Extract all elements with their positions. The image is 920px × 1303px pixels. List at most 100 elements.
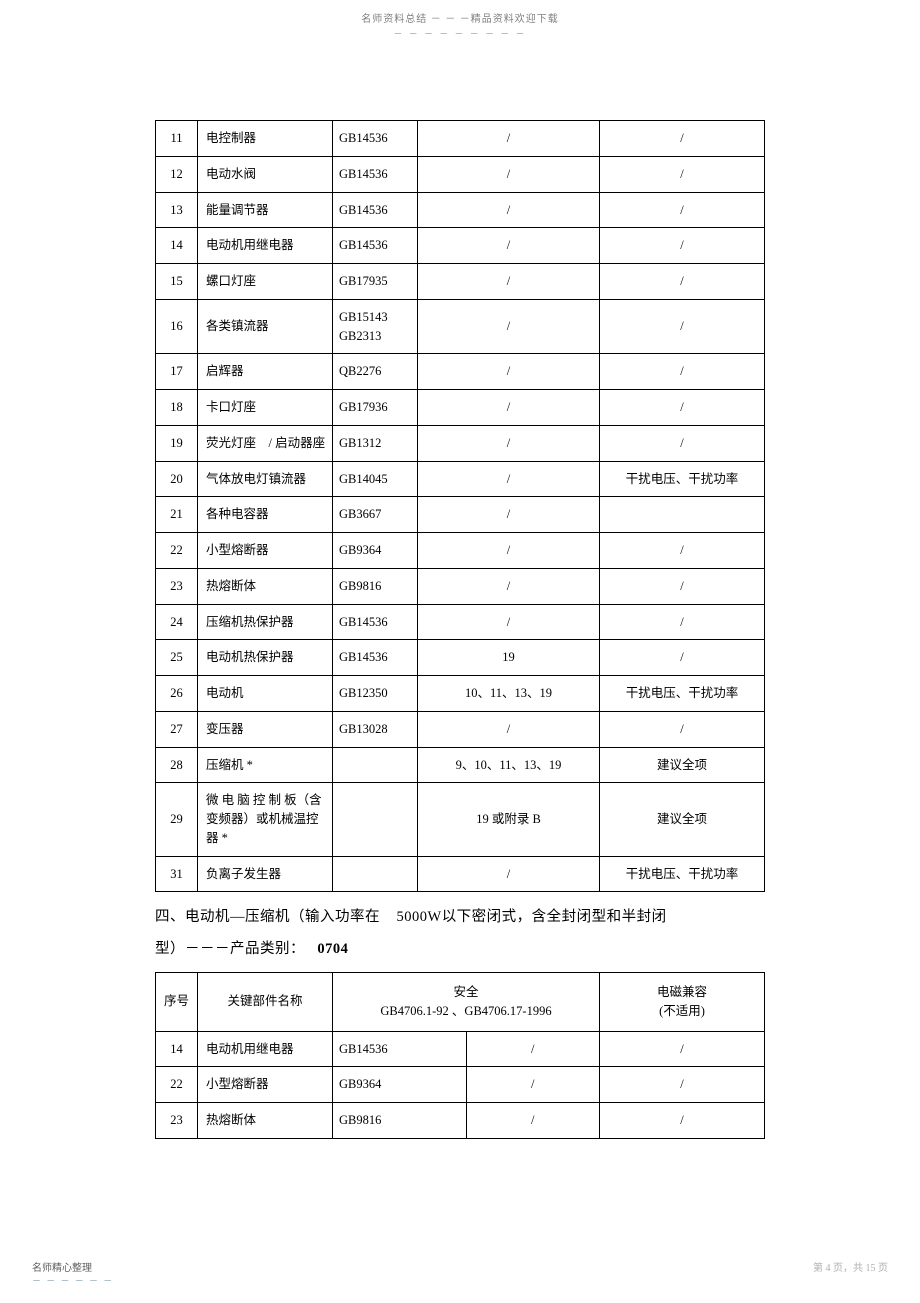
table-row: 20气体放电灯镇流器GB14045/干扰电压、干扰功率: [156, 461, 765, 497]
cell-name: 卡口灯座: [198, 390, 333, 426]
cell-name: 热熔断体: [198, 1103, 333, 1139]
cell-safe: /: [418, 156, 600, 192]
cell-name: 各种电容器: [198, 497, 333, 533]
table-row: 21各种电容器GB3667/: [156, 497, 765, 533]
table-row: 23热熔断体GB9816//: [156, 568, 765, 604]
cell-name: 负离子发生器: [198, 856, 333, 892]
cell-safe: /: [418, 228, 600, 264]
table2-header-safe-l1: 安全: [453, 985, 478, 999]
cell-name: 电动机热保护器: [198, 640, 333, 676]
cell-num: 20: [156, 461, 198, 497]
cell-name: 电动机用继电器: [198, 1031, 333, 1067]
cell-emc: /: [600, 568, 765, 604]
table-2: 序号 关键部件名称 安全 GB4706.1-92 、GB4706.17-1996…: [155, 972, 765, 1139]
cell-safe: /: [418, 354, 600, 390]
cell-num: 17: [156, 354, 198, 390]
cell-std: [333, 856, 418, 892]
cell-emc: /: [600, 640, 765, 676]
cell-safe: /: [418, 390, 600, 426]
cell-safe: /: [418, 121, 600, 157]
cell-std: GB9364: [333, 1067, 467, 1103]
cell-std: GB3667: [333, 497, 418, 533]
cell-std: GB9816: [333, 568, 418, 604]
table-1: 11电控制器GB14536//12电动水阀GB14536//13能量调节器GB1…: [155, 120, 765, 892]
cell-safe: /: [418, 711, 600, 747]
table2-header-num: 序号: [156, 973, 198, 1032]
cell-std: GB12350: [333, 676, 418, 712]
cell-std: GB14536: [333, 640, 418, 676]
cell-num: 27: [156, 711, 198, 747]
table-row: 24压缩机热保护器GB14536//: [156, 604, 765, 640]
cell-emc: /: [600, 228, 765, 264]
cell-num: 25: [156, 640, 198, 676]
cell-safe: /: [418, 856, 600, 892]
cell-emc: 建议全项: [600, 783, 765, 856]
cell-emc: /: [600, 192, 765, 228]
footer-left-text: 名师精心整理: [32, 1259, 114, 1274]
cell-num: 18: [156, 390, 198, 426]
cell-num: 15: [156, 264, 198, 300]
table-row: 31负离子发生器/干扰电压、干扰功率: [156, 856, 765, 892]
table-row: 16各类镇流器GB15143 GB2313//: [156, 299, 765, 354]
cell-emc: /: [600, 156, 765, 192]
cell-emc: /: [600, 425, 765, 461]
cell-num: 23: [156, 1103, 198, 1139]
cell-num: 13: [156, 192, 198, 228]
doc-header-top: 名师资料总结 － － －精品资料欢迎下载: [0, 0, 920, 27]
cell-name: 启辉器: [198, 354, 333, 390]
cell-std: [333, 747, 418, 783]
cell-num: 24: [156, 604, 198, 640]
table2-header-emc-l2: (不适用): [659, 1004, 705, 1018]
table-row: 22小型熔断器GB9364//: [156, 1067, 765, 1103]
cell-std: GB14536: [333, 228, 418, 264]
cell-std: GB14536: [333, 156, 418, 192]
footer-right-text: 第 4 页，共 15 页: [813, 1259, 888, 1287]
cell-num: 12: [156, 156, 198, 192]
cell-std: GB1312: [333, 425, 418, 461]
cell-std: QB2276: [333, 354, 418, 390]
table-row: 12电动水阀GB14536//: [156, 156, 765, 192]
table-row: 27变压器GB13028//: [156, 711, 765, 747]
cell-emc: /: [600, 1103, 765, 1139]
cell-emc: /: [600, 1031, 765, 1067]
cell-std: GB9364: [333, 533, 418, 569]
table-row: 22小型熔断器GB9364//: [156, 533, 765, 569]
cell-name: 电动机用继电器: [198, 228, 333, 264]
cell-safe: 19: [418, 640, 600, 676]
cell-safe: 9、10、11、13、19: [418, 747, 600, 783]
table-row: 18卡口灯座GB17936//: [156, 390, 765, 426]
cell-name: 变压器: [198, 711, 333, 747]
cell-num: 22: [156, 533, 198, 569]
cell-emc: /: [600, 299, 765, 354]
cell-safe: /: [466, 1067, 600, 1103]
cell-name: 气体放电灯镇流器: [198, 461, 333, 497]
cell-safe: /: [418, 568, 600, 604]
table-row: 28压缩机 *9、10、11、13、19建议全项: [156, 747, 765, 783]
cell-num: 29: [156, 783, 198, 856]
cell-emc: /: [600, 264, 765, 300]
footer: 名师精心整理 － － － － － － 第 4 页，共 15 页: [0, 1259, 920, 1287]
cell-num: 26: [156, 676, 198, 712]
table2-header-emc-l1: 电磁兼容: [657, 985, 707, 999]
table-row: 14电动机用继电器GB14536//: [156, 1031, 765, 1067]
cell-safe: /: [418, 461, 600, 497]
cell-std: GB9816: [333, 1103, 467, 1139]
table-row: 25电动机热保护器GB1453619/: [156, 640, 765, 676]
cell-safe: /: [418, 264, 600, 300]
cell-name: 小型熔断器: [198, 533, 333, 569]
cell-safe: /: [418, 425, 600, 461]
table-row: 23热熔断体GB9816//: [156, 1103, 765, 1139]
cell-num: 21: [156, 497, 198, 533]
cell-safe: /: [418, 497, 600, 533]
section-line1-c: 以下密闭式，含全封闭型和半封闭: [442, 909, 667, 925]
cell-emc: /: [600, 533, 765, 569]
section-line1-a: 四、电动机—压缩机（输入功率在: [155, 909, 380, 925]
cell-std: GB17935: [333, 264, 418, 300]
cell-name: 小型熔断器: [198, 1067, 333, 1103]
cell-name: 各类镇流器: [198, 299, 333, 354]
cell-safe: 19 或附录 B: [418, 783, 600, 856]
cell-num: 11: [156, 121, 198, 157]
cell-name: 螺口灯座: [198, 264, 333, 300]
content-area: 11电控制器GB14536//12电动水阀GB14536//13能量调节器GB1…: [0, 120, 920, 1139]
cell-safe: /: [418, 604, 600, 640]
